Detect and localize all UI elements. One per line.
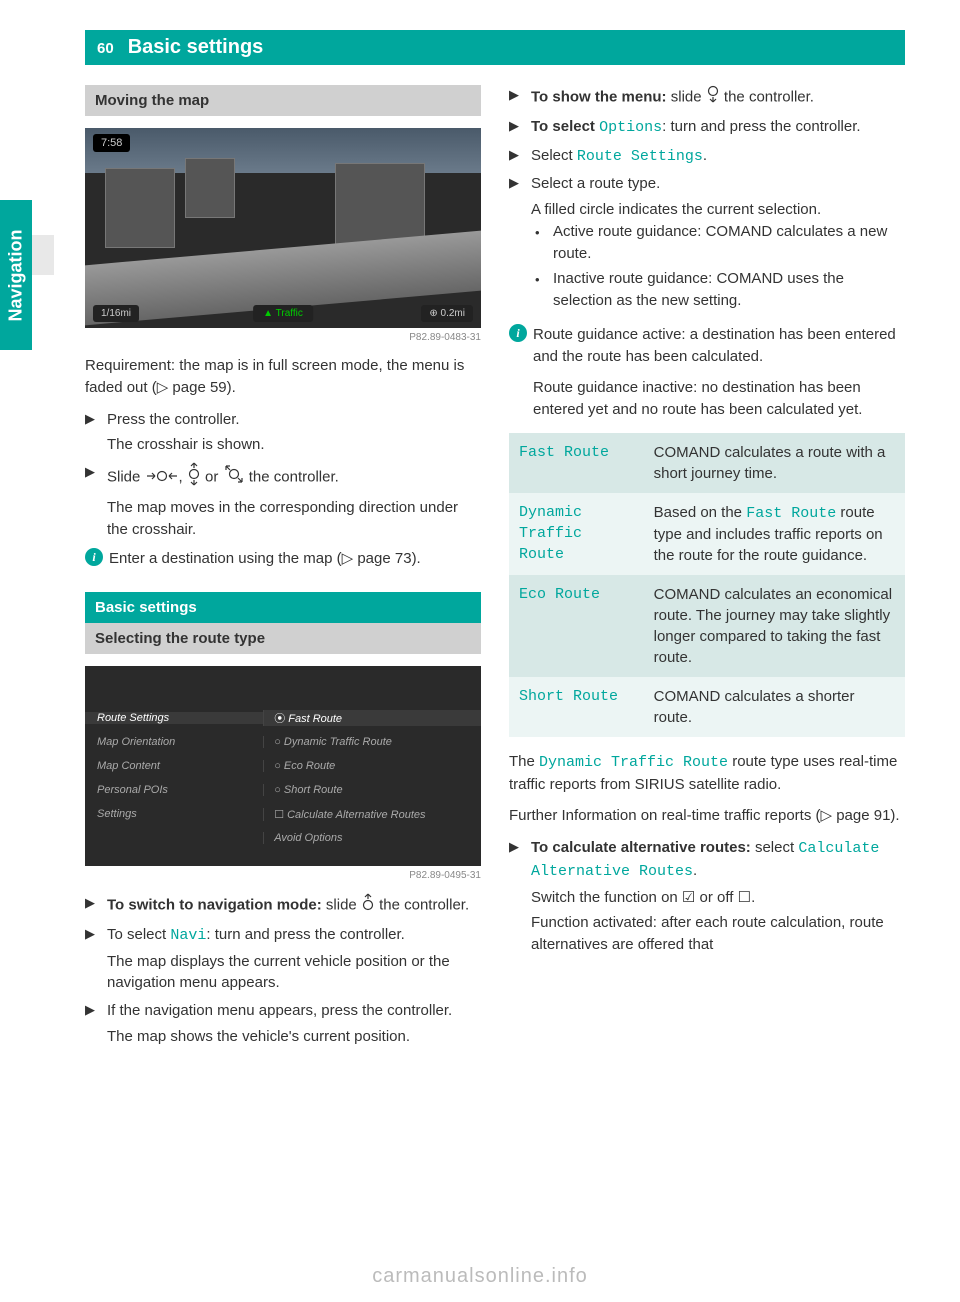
info-route-guidance: i Route guidance active: a destination h… (509, 324, 905, 421)
map-scale: 1/16mi (93, 305, 139, 322)
step-select-route-settings: ▶ Select Route Settings. (509, 145, 905, 168)
watermark: carmanualsonline.info (0, 1265, 960, 1288)
step-text: Press the controller. (107, 409, 481, 431)
map-distance: ⊕ 0.2mi (421, 305, 473, 322)
bullet-marker: • (535, 268, 553, 312)
step-select-route-type: ▶ Select a route type. A filled circle i… (509, 173, 905, 316)
info-enter-destination: i Enter a destination using the map (▷ p… (85, 548, 481, 570)
page-number: 60 (97, 40, 114, 57)
step-result: A filled circle indicates the current se… (531, 199, 905, 221)
side-tab-navigation: Navigation (0, 200, 32, 350)
screenshot-route-menu: Route SettingsFast Route Map Orientation… (85, 666, 481, 866)
further-info-note: Further Information on real-time traffic… (509, 805, 905, 827)
dynamic-route-note: The Dynamic Traffic Route route type use… (509, 751, 905, 796)
table-row: Fast Route COMAND calculates a route wit… (509, 433, 905, 493)
subheading-moving-map: Moving the map (85, 85, 481, 116)
slide-lr-icon (145, 467, 179, 489)
table-row: Short Route COMAND calculates a shorter … (509, 677, 905, 737)
step-select-navi: ▶ To select Navi: turn and press the con… (85, 924, 481, 994)
map-traffic: ▲ Traffic (253, 305, 313, 322)
slide-diag-icon (223, 463, 245, 492)
step-select-options: ▶ To select Options: turn and press the … (509, 116, 905, 139)
screenshot-map: 7:58 1/16mi ▲ Traffic ⊕ 0.2mi (85, 128, 481, 328)
step-result: The map shows the vehicle's current posi… (107, 1026, 481, 1048)
step-press-controller: ▶ Press the controller. The crosshair is… (85, 409, 481, 457)
side-tab-patch (32, 235, 54, 275)
screenshot-id-2: P82.89-0495-31 (85, 870, 481, 881)
side-tab-label: Navigation (6, 229, 27, 321)
step-nav-menu-press: ▶ If the navigation menu appears, press … (85, 1000, 481, 1048)
step-calc-alt-routes: ▶ To calculate alternative routes: selec… (509, 837, 905, 956)
step-result: The map displays the current vehicle pos… (107, 951, 481, 995)
map-time: 7:58 (93, 134, 130, 152)
page-title: Basic settings (128, 36, 264, 59)
table-row: Dynamic Traffic Route Based on the Fast … (509, 493, 905, 575)
slide-ud-icon (187, 462, 201, 493)
slide-down-icon (706, 85, 720, 110)
slide-up-icon (361, 893, 375, 918)
step-result: The crosshair is shown. (107, 434, 481, 456)
step-switch-nav-mode: ▶ To switch to navigation mode: slide th… (85, 893, 481, 918)
step-show-menu: ▶ To show the menu: slide the controller… (509, 85, 905, 110)
requirement-text: Requirement: the map is in full screen m… (85, 355, 481, 399)
section-heading-basic-settings: Basic settings (85, 592, 481, 623)
subheading-route-type: Selecting the route type (85, 623, 481, 654)
step-result: The map moves in the corresponding direc… (107, 497, 481, 541)
left-column: Moving the map 7:58 1/16mi ▲ Traffic ⊕ 0… (85, 85, 481, 1054)
table-row: Eco Route COMAND calculates an economica… (509, 575, 905, 677)
page-header: 60 Basic settings (85, 30, 905, 65)
info-icon: i (85, 548, 103, 566)
bullet-marker: • (535, 221, 553, 265)
step-slide-controller: ▶ Slide , or the controller. The map mov… (85, 462, 481, 540)
info-icon: i (509, 324, 527, 342)
screenshot-id-1: P82.89-0483-31 (85, 332, 481, 343)
right-column: ▶ To show the menu: slide the controller… (509, 85, 905, 1054)
route-type-table: Fast Route COMAND calculates a route wit… (509, 433, 905, 737)
